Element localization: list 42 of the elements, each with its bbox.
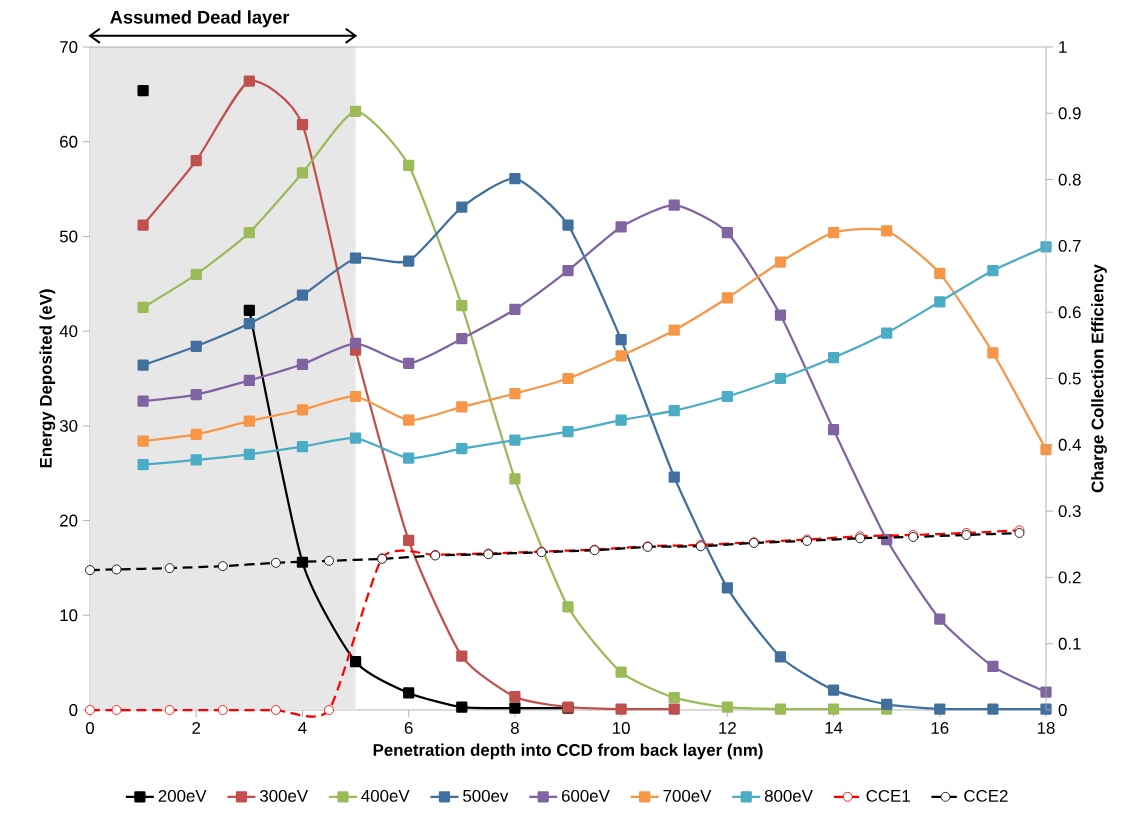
legend-label: 400eV (361, 789, 410, 802)
band-label: Assumed Dead layer (110, 10, 290, 28)
y2-tick-label: 0.8 (1058, 173, 1081, 186)
y2-tick-label: 0 (1058, 704, 1067, 716)
y-tick-label: 30 (59, 419, 78, 432)
legend-label: 500ev (463, 789, 509, 802)
legend-label: 600eV (561, 789, 610, 802)
y2-axis-title: Charge Collection Efficiency (1091, 264, 1107, 493)
legend-label: 300eV (259, 789, 309, 802)
y2-tick-label: 0.5 (1058, 372, 1081, 385)
x-tick-label: 4 (298, 722, 307, 734)
legend-label: 800eV (764, 789, 813, 802)
x-tick-label: 16 (931, 722, 949, 734)
y2-tick-label: 0.3 (1058, 505, 1081, 518)
x-tick-label: 8 (510, 722, 519, 734)
y2-tick-label: 0.6 (1058, 306, 1081, 319)
x-tick-label: 12 (719, 722, 736, 734)
legend-label: CCE2 (964, 789, 1008, 802)
y-tick-label: 50 (59, 230, 78, 243)
y2-tick-label: 0.2 (1058, 571, 1081, 584)
legend-label: 200eV (158, 789, 207, 802)
x-axis-title: Penetration depth into CCD from back layer (nm) (373, 743, 763, 760)
y-tick-label: 60 (60, 135, 78, 148)
x-tick-label: 6 (404, 722, 413, 734)
y-tick-label: 0 (69, 704, 78, 716)
y2-tick-label: 1 (1059, 41, 1067, 53)
y-axis-title: Energy Deposited (eV) (39, 289, 56, 468)
y2-tick-label: 0.1 (1058, 637, 1081, 650)
y2-tick-label: 0.9 (1058, 107, 1081, 120)
y2-tick-label: 0.4 (1058, 438, 1081, 451)
x-tick-label: 18 (1037, 722, 1055, 734)
x-tick-label: 2 (192, 722, 201, 734)
legend-label: CCE1 (866, 789, 910, 802)
x-tick-label: 0 (85, 722, 95, 734)
y-tick-label: 10 (60, 609, 78, 622)
x-tick-label: 10 (613, 722, 630, 734)
y-tick-label: 20 (60, 514, 78, 527)
y2-tick-label: 0.7 (1058, 239, 1081, 252)
x-tick-label: 14 (825, 722, 843, 734)
legend-label: 700eV (663, 789, 712, 802)
y-tick-label: 40 (59, 325, 78, 338)
y-tick-label: 70 (60, 41, 78, 53)
